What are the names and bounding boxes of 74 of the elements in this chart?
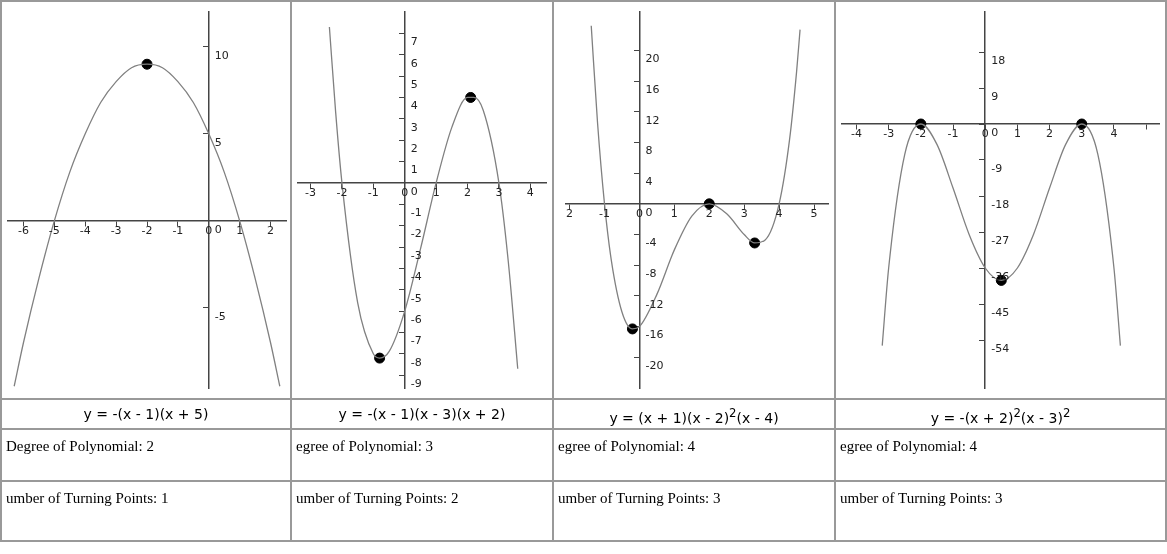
x-tick-label: 4 (775, 207, 783, 221)
x-tick-label: 2 (267, 224, 275, 238)
text: umber of Turning Points: 3 (836, 480, 1165, 542)
y-tick-label: -7 (410, 334, 422, 348)
text: egree of Polynomial: 4 (554, 428, 834, 480)
y-tick-label: -9 (410, 377, 422, 391)
x-tick-label: 1 (1013, 127, 1021, 141)
x-tick-label: -6 (17, 224, 29, 238)
x-tick-label: -3 (305, 186, 317, 200)
x-tick-label: 1 (432, 186, 440, 200)
x-tick-label: 2 (705, 207, 713, 221)
x-tick-label: -1 (367, 186, 379, 200)
y-tick-label: -18 (991, 197, 1010, 211)
x-tick-label: 4 (526, 186, 534, 200)
y-tick-label: -4 (410, 270, 422, 284)
y-tick-label: -6 (410, 312, 422, 326)
y-tick-label: -8 (410, 355, 422, 369)
y-tick-label: 8 (645, 144, 653, 158)
text: umber of Turning Points: 3 (554, 480, 834, 542)
x-tick-label: 1 (670, 207, 678, 221)
x-tick-label: -2 (915, 127, 927, 141)
y-tick-label: 20 (645, 52, 660, 66)
y-tick-label: -8 (645, 267, 657, 281)
x-tick-label: 4 (1110, 127, 1118, 141)
x-tick-label: 2 (1046, 127, 1054, 141)
x-tick-label: 2 (566, 207, 574, 221)
y-tick-label: 12 (645, 113, 660, 127)
y-tick-label: 5 (410, 77, 418, 91)
x-tick-label: -1 (172, 224, 184, 238)
y-tick-label: 4 (410, 99, 418, 113)
y-tick-label: 7 (410, 35, 418, 49)
y-tick-label: 2 (410, 142, 418, 156)
y-tick-label: -45 (991, 305, 1010, 319)
x-tick-label: -1 (947, 127, 959, 141)
x-tick-label: 3 (1078, 127, 1086, 141)
y-tick-label: -54 (991, 341, 1010, 355)
x-tick-label: -2 (141, 224, 153, 238)
x-tick-label: -1 (599, 207, 610, 221)
y-tick-label: -3 (410, 248, 422, 262)
x-tick-label: 1 (236, 224, 244, 238)
y-tick-label: -9 (991, 161, 1003, 175)
y-tick-label: 1 (410, 163, 418, 177)
y-tick-label: 10 (214, 48, 229, 62)
y-tick-label: -16 (645, 328, 664, 342)
y-tick-label: -20 (645, 359, 664, 373)
x-tick-label: 3 (740, 207, 748, 221)
x-tick-label: -5 (48, 224, 60, 238)
x-tick-label: -2 (336, 186, 348, 200)
text: egree of Polynomial: 3 (292, 428, 552, 480)
text: umber of Turning Points: 1 (2, 480, 290, 542)
x-tick-label: -3 (110, 224, 122, 238)
y-tick-label: 16 (645, 82, 660, 96)
x-tick-label: -3 (883, 127, 895, 141)
text: umber of Turning Points: 2 (292, 480, 552, 542)
y-tick-label: -5 (410, 291, 422, 305)
x-tick-label: 5 (810, 207, 818, 221)
y-tick-label: 18 (991, 53, 1006, 67)
x-tick-label: -4 (79, 224, 91, 238)
text: y = -(x - 1)(x + 5) (2, 398, 290, 428)
text: y = (x + 1)(x - 2)$^{2}$(x - 4) (554, 398, 834, 428)
text: y = -(x + 2)$^{2}$(x - 3)$^{2}$ (836, 398, 1165, 428)
y-tick-label: 4 (645, 175, 653, 188)
text: Degree of Polynomial: 2 (2, 428, 290, 480)
y-tick-label: -27 (991, 233, 1010, 247)
y-tick-label: 9 (991, 89, 999, 103)
text: y = -(x - 1)(x - 3)(x + 2) (292, 398, 552, 428)
y-tick-label: -12 (645, 297, 664, 311)
x-tick-label: 2 (464, 186, 472, 200)
y-tick-label: -4 (645, 236, 657, 250)
x-tick-label: 3 (495, 186, 503, 200)
y-tick-label: -5 (214, 309, 226, 323)
x-tick-label: -4 (851, 127, 862, 141)
text: egree of Polynomial: 4 (836, 428, 1165, 480)
y-tick-label: 6 (410, 56, 418, 70)
